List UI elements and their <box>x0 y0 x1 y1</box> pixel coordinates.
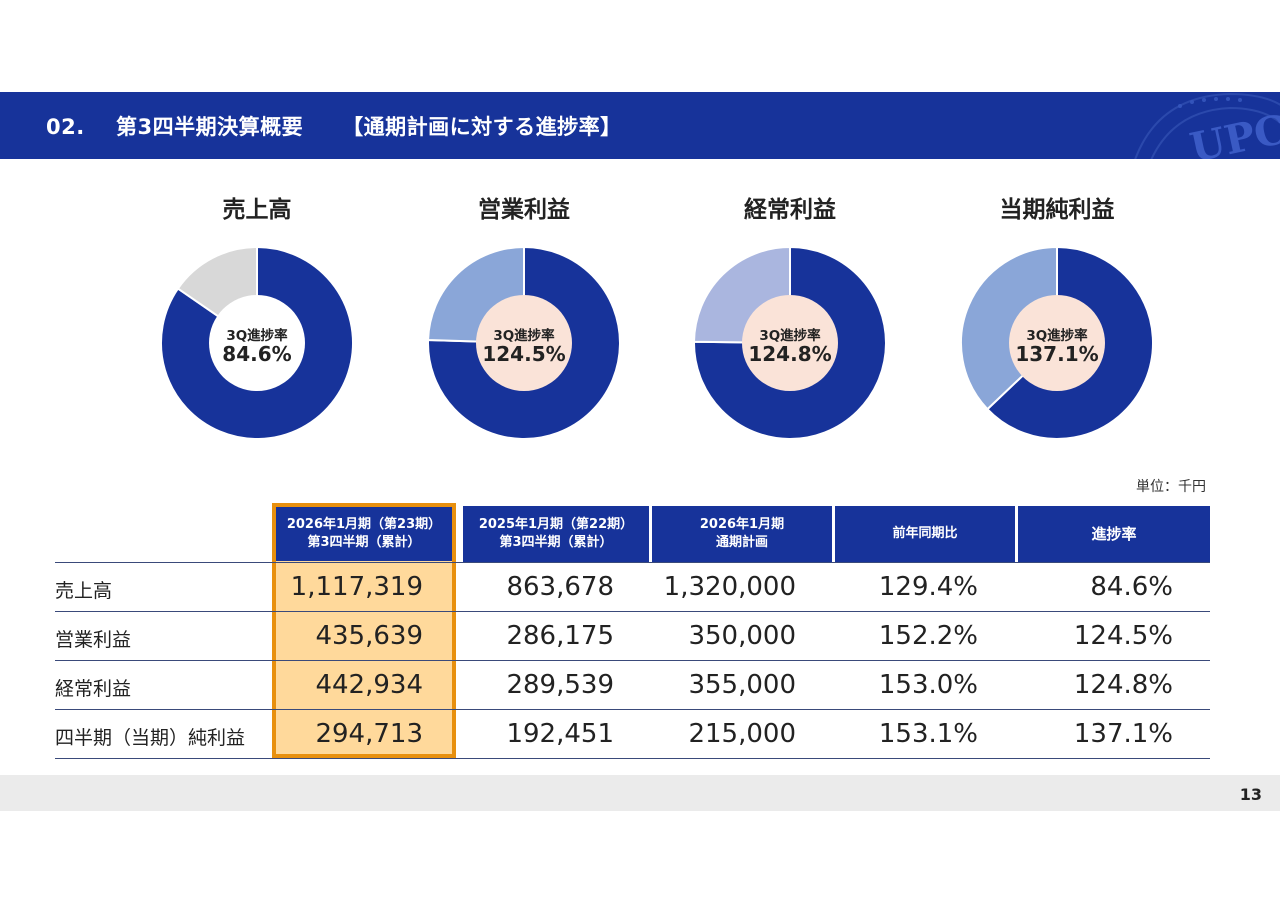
donut-chart-sales: 売上高 3Q進捗率 84.6% <box>147 190 367 450</box>
donut-center <box>1009 295 1105 391</box>
table-cell: 124.5% <box>1073 621 1173 651</box>
donut-center <box>476 295 572 391</box>
center-value: 137.1% <box>1015 342 1099 366</box>
table-cell: 137.1% <box>1073 719 1173 749</box>
header-band: 02. 第3四半期決算概要 【通期計画に対する進捗率】 UPC <box>0 92 1280 159</box>
donut-svg <box>960 246 1154 440</box>
table-cell: 1,320,000 <box>663 572 796 602</box>
donut-slice-0 <box>693 246 887 440</box>
table-cell: 294,713 <box>315 719 423 749</box>
row-divider <box>55 660 1210 661</box>
donut-slice-0 <box>427 246 621 440</box>
table-cell: 442,934 <box>315 670 423 700</box>
row-label-operating-profit: 営業利益 <box>55 629 132 651</box>
center-label: 3Q進捗率 <box>493 328 555 344</box>
row-label-ordinary-profit: 経常利益 <box>55 678 132 700</box>
table-cell: 129.4% <box>878 572 978 602</box>
row-label-sales: 売上高 <box>55 580 113 602</box>
column-header-prior-3q: 2025年1月期（第22期） 第3四半期（累計） <box>463 506 649 562</box>
donut-chart-operating-profit: 営業利益 3Q進捗率 124.5% <box>414 190 634 450</box>
chart-title: 営業利益 <box>478 197 570 223</box>
donut-svg <box>160 246 354 440</box>
table-cell: 350,000 <box>688 621 796 651</box>
center-value: 124.8% <box>748 342 832 366</box>
donut-chart-ordinary-profit: 経常利益 3Q進捗率 124.8% <box>680 190 900 450</box>
column-header-progress: 進捗率 <box>1018 506 1210 562</box>
column-header-full-year-plan: 2026年1月期 通期計画 <box>652 506 832 562</box>
row-divider <box>55 562 1210 563</box>
row-divider <box>55 709 1210 710</box>
table-cell: 124.8% <box>1073 670 1173 700</box>
table-cell: 435,639 <box>315 621 423 651</box>
donut-svg <box>427 246 621 440</box>
donut-svg <box>693 246 887 440</box>
table-cell: 153.0% <box>878 670 978 700</box>
table-cell: 192,451 <box>506 719 614 749</box>
table-cell: 1,117,319 <box>290 572 423 602</box>
center-label: 3Q進捗率 <box>759 328 821 344</box>
table-cell: 84.6% <box>1090 572 1173 602</box>
donut-center <box>742 295 838 391</box>
unit-label: 単位：千円 <box>1136 479 1206 495</box>
page-footer: 13 <box>0 775 1280 811</box>
center-value: 124.5% <box>482 342 566 366</box>
table-cell: 286,175 <box>506 621 614 651</box>
row-divider <box>55 758 1210 759</box>
chart-title: 売上高 <box>222 197 292 223</box>
page-title: 02. 第3四半期決算概要 【通期計画に対する進捗率】 <box>46 115 622 139</box>
row-label-net-income: 四半期（当期）純利益 <box>55 727 246 749</box>
table-cell: 289,539 <box>506 670 614 700</box>
column-header-current-3q: 2026年1月期（第23期） 第3四半期（累計） <box>276 507 452 561</box>
table-cell: 863,678 <box>506 572 614 602</box>
chart-title: 当期純利益 <box>999 197 1115 223</box>
table-cell: 355,000 <box>688 670 796 700</box>
donut-slice-1 <box>960 246 1058 411</box>
center-label: 3Q進捗率 <box>1026 328 1088 344</box>
company-logo-watermark: UPC <box>1134 92 1280 159</box>
donut-chart-net-income: 当期純利益 3Q進捗率 137.1% <box>947 190 1167 450</box>
center-label: 3Q進捗率 <box>226 328 288 344</box>
table-cell: 153.1% <box>878 719 978 749</box>
row-divider <box>55 611 1210 612</box>
column-header-yoy: 前年同期比 <box>835 506 1015 562</box>
page-number: 13 <box>1239 785 1262 804</box>
center-value: 84.6% <box>222 342 292 366</box>
table-cell: 152.2% <box>878 621 978 651</box>
table-cell: 215,000 <box>688 719 796 749</box>
donut-center <box>209 295 305 391</box>
chart-title: 経常利益 <box>744 197 836 223</box>
